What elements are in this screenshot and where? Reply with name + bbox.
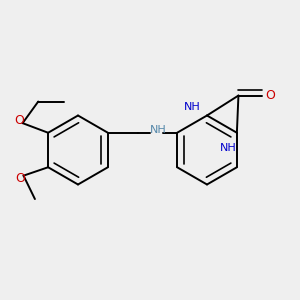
- Text: O: O: [15, 114, 25, 127]
- Text: NH: NH: [150, 125, 166, 135]
- Text: NH: NH: [184, 102, 201, 112]
- Text: O: O: [16, 172, 26, 185]
- Text: NH: NH: [220, 143, 237, 153]
- Text: O: O: [265, 89, 275, 102]
